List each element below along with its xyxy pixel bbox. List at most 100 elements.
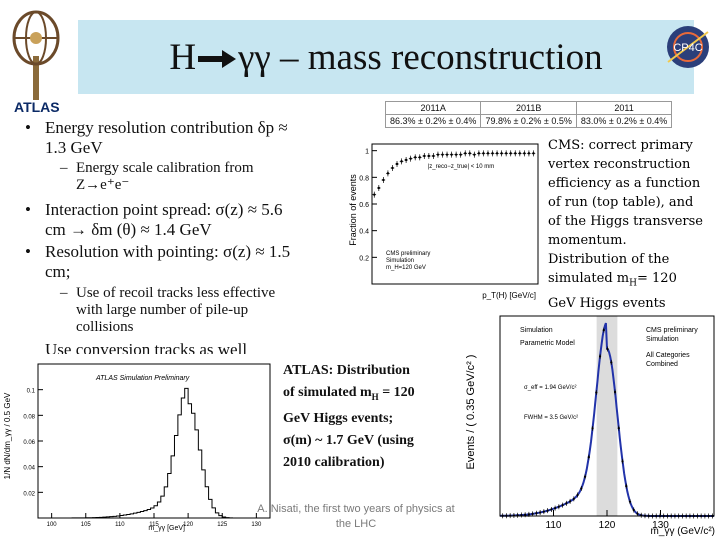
x-tick-label: 115 (149, 522, 159, 528)
data-point (486, 152, 490, 155)
data-point (568, 500, 572, 503)
data-point (628, 500, 632, 503)
data-point (500, 152, 503, 155)
data-point (598, 355, 602, 358)
atlas-caption: ATLAS: Distribution of simulated mH = 12… (283, 363, 415, 470)
data-point (602, 329, 605, 332)
col-header: 2011B (480, 101, 577, 115)
data-point (535, 512, 538, 515)
data-point (473, 153, 476, 156)
data-point (636, 512, 639, 515)
legend-entry: All Categories (646, 352, 690, 359)
data-point (613, 390, 617, 394)
table-cell: 83.0% ± 0.2% ± 0.4% (575, 114, 673, 128)
cms-caption: CMS: correct primary vertex reconstructi… (548, 138, 703, 311)
cms-logo-icon: CP4C (667, 26, 709, 68)
data-point (495, 152, 499, 155)
atlas-mass-chart: 1/N dN/dm_γγ / 0.5 GeV m_γγ [GeV] ATLAS … (0, 358, 278, 534)
data-point (561, 503, 564, 507)
data-point (509, 152, 512, 155)
subbullet-1: – Energy scale calibration from Z→e⁺e⁻ (60, 160, 254, 193)
data-point (617, 427, 620, 430)
data-point (542, 510, 545, 513)
y-tick-label: 0.6 (359, 202, 369, 209)
data-point (606, 347, 609, 351)
data-point (400, 160, 403, 163)
footer: A. Nisati, the first two years of physic… (250, 502, 462, 532)
y-tick-label: 0.04 (23, 466, 35, 472)
data-point (395, 162, 399, 166)
data-point (531, 512, 534, 515)
data-point (445, 153, 449, 156)
x-axis-label: p_T(H) [GeV/c] (482, 291, 536, 300)
data-point (418, 156, 421, 159)
data-point (610, 361, 613, 364)
data-point (441, 153, 444, 156)
y-tick-label: 0.02 (23, 491, 35, 497)
data-point (518, 152, 522, 155)
legend-entry: ATLAS Simulation Preliminary (95, 375, 190, 382)
legend-entry: m_H=120 GeV (386, 265, 426, 271)
data-point (432, 154, 435, 158)
legend-entry: Combined (646, 361, 678, 368)
footer-line: A. Nisati, the first two years of physic… (257, 503, 455, 515)
col-header: 2011A (384, 101, 482, 115)
legend-entry: Simulation (520, 327, 553, 334)
legend-entry: Simulation (386, 258, 414, 264)
legend: Simulation Parametric Model All Categori… (520, 327, 698, 421)
y-tick-label: 0.4 (359, 229, 369, 236)
data-point (491, 152, 494, 155)
data-point (482, 152, 485, 155)
bullet-4: •Use conversion tracks as well (45, 340, 248, 354)
data-point (468, 152, 471, 155)
bullet-2: • Interaction point spread: σ(z) ≈ 5.6 cm … (25, 200, 283, 239)
data-point (386, 172, 390, 175)
data-point (373, 193, 376, 196)
data-point (591, 427, 594, 430)
efficiency-chart: Fraction of events p_T(H) [GeV/c] |z_rec… (346, 140, 542, 302)
data-point (524, 513, 527, 516)
data-point (404, 158, 408, 162)
data-point (576, 493, 579, 497)
data-point (391, 166, 394, 170)
col-header: 2011 (575, 101, 673, 115)
x-tick-label: 110 (115, 522, 125, 528)
legend-entry: Parametric Model (520, 340, 575, 347)
data-point (414, 156, 417, 159)
plot-frame (371, 143, 539, 285)
data-point (583, 475, 587, 478)
data-point (523, 152, 526, 155)
data-point (572, 497, 575, 500)
data-point (504, 152, 508, 155)
data-point (625, 485, 628, 488)
table-cell: 79.8% ± 0.2% ± 0.5% (480, 114, 577, 128)
annotation: Simulation (646, 336, 679, 343)
data-point (587, 456, 590, 459)
data-point (632, 508, 635, 512)
x-tick-label: 125 (217, 522, 228, 528)
data-point (527, 513, 530, 516)
footer-line: the LHC (335, 518, 377, 530)
data-point (427, 154, 431, 158)
data-point (409, 157, 412, 160)
table-cell: 86.3% ± 0.2% ± 0.4% (384, 114, 482, 128)
y-tick-label: 0.06 (23, 440, 35, 446)
data-point (377, 186, 381, 190)
data-point (459, 153, 462, 156)
y-axis-label: Events / ( 0.35 GeV/c² ) (465, 355, 477, 470)
data-point (554, 507, 557, 510)
right-arrow-icon (198, 50, 237, 68)
data-point (539, 511, 542, 514)
atlas-label: ATLAS (14, 99, 60, 115)
data-point (580, 487, 583, 490)
cms-mass-chart: Events / ( 0.35 GeV/c² ) m_γγ (GeV/c²) 1… (460, 312, 718, 538)
x-axis-label: m_γγ (GeV/c²) (651, 526, 715, 537)
title-right: γγ – mass reconstruction (238, 37, 603, 78)
legend-entry: CMS preliminary (386, 251, 430, 257)
data-point (514, 152, 517, 155)
x-tick-label: 130 (251, 522, 262, 528)
y-tick-label: 0.2 (359, 255, 369, 262)
data-point (423, 154, 426, 158)
data-point (550, 508, 553, 511)
